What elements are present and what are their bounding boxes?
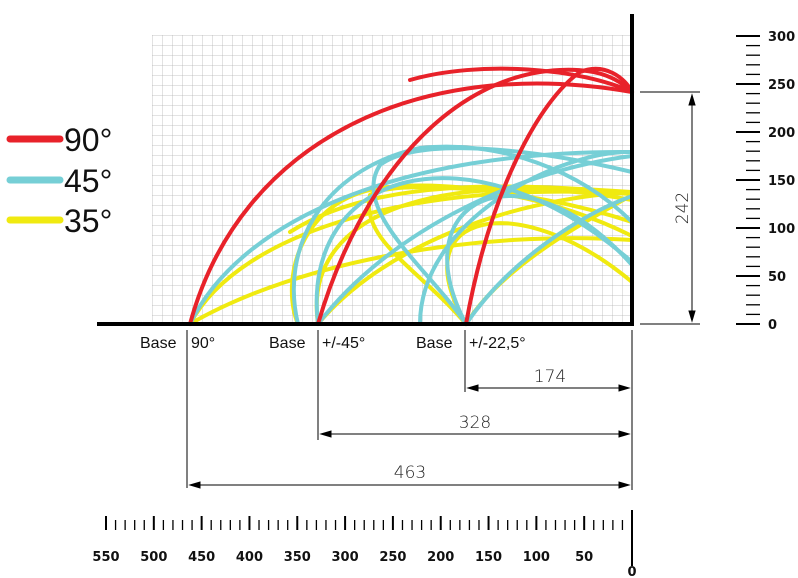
horizontal-tick-label: 50 <box>575 550 593 565</box>
vertical-tick-label: 150 <box>768 174 795 189</box>
horizontal-tick-label: 0 <box>627 565 636 578</box>
base-90-label: Base <box>140 335 177 352</box>
vertical-dimension <box>640 91 700 325</box>
vertical-tick-label: 100 <box>768 222 795 237</box>
horizontal-tick-label: 250 <box>379 550 406 565</box>
horizontal-tick-label: 100 <box>523 550 550 565</box>
horizontal-tick-label: 150 <box>475 550 502 565</box>
curve-45-base22a <box>371 146 634 326</box>
legend-label-45: 45° <box>64 163 112 199</box>
horizontal-tick-label: 200 <box>427 550 454 565</box>
curve-90-base90 <box>188 81 634 326</box>
horizontal-tick-label: 550 <box>92 550 119 565</box>
curve-35-base45-c <box>314 187 634 326</box>
vertical-tick-label: 200 <box>768 126 795 141</box>
curve-35-base45-b <box>316 190 634 326</box>
vertical-tick-label: 300 <box>768 30 795 45</box>
curve-90-base22 <box>464 66 634 326</box>
base-45-label: Base <box>269 335 306 352</box>
base-22-angle: +/-22,5° <box>469 335 526 352</box>
curve-35-top <box>288 184 634 234</box>
curves-45 <box>188 144 634 326</box>
curve-45-base22c <box>445 194 634 326</box>
curve-45-base45 <box>291 144 634 326</box>
legend-item-90: 90° <box>6 122 112 158</box>
curve-45-base22b <box>464 194 634 326</box>
horizontal-tick-label: 500 <box>140 550 167 565</box>
base-22-label: Base <box>416 335 453 352</box>
base-90-angle: 90° <box>191 335 215 352</box>
dimension-328: 328 <box>459 413 491 433</box>
vertical-tick-label: 250 <box>768 78 795 93</box>
legend-label-35: 35° <box>64 203 112 239</box>
horizontal-tick-label: 300 <box>332 550 359 565</box>
curve-90-top <box>408 66 634 94</box>
dimension-463: 463 <box>394 463 426 483</box>
curve-90-base45 <box>316 67 634 326</box>
horizontal-scale: 550 500 450 400 350 300 250 200 150 100 500 <box>92 510 637 578</box>
dimension-174: 174 <box>534 367 566 387</box>
legend: 90° 45° 35° <box>6 122 112 239</box>
legend-label-90: 90° <box>64 122 112 158</box>
curve-45-base45-c <box>314 176 634 326</box>
base-45-angle: +/-45° <box>322 335 365 352</box>
vertical-scale: 300 250 200 150 100 50 0 <box>736 30 795 333</box>
curves-90 <box>188 66 634 326</box>
horizontal-tick-label: 350 <box>284 550 311 565</box>
legend-item-45: 45° <box>6 163 112 199</box>
legend-item-35: 35° <box>6 203 112 239</box>
horizontal-tick-label: 450 <box>188 550 215 565</box>
horizontal-dimensions <box>188 330 633 490</box>
vertical-tick-label: 0 <box>768 318 777 333</box>
base-labels: Base 90° Base +/-45° Base +/-22,5° <box>140 330 526 488</box>
dimension-242: 242 <box>673 192 693 224</box>
horizontal-tick-label: 400 <box>236 550 263 565</box>
vertical-tick-label: 50 <box>768 270 786 285</box>
